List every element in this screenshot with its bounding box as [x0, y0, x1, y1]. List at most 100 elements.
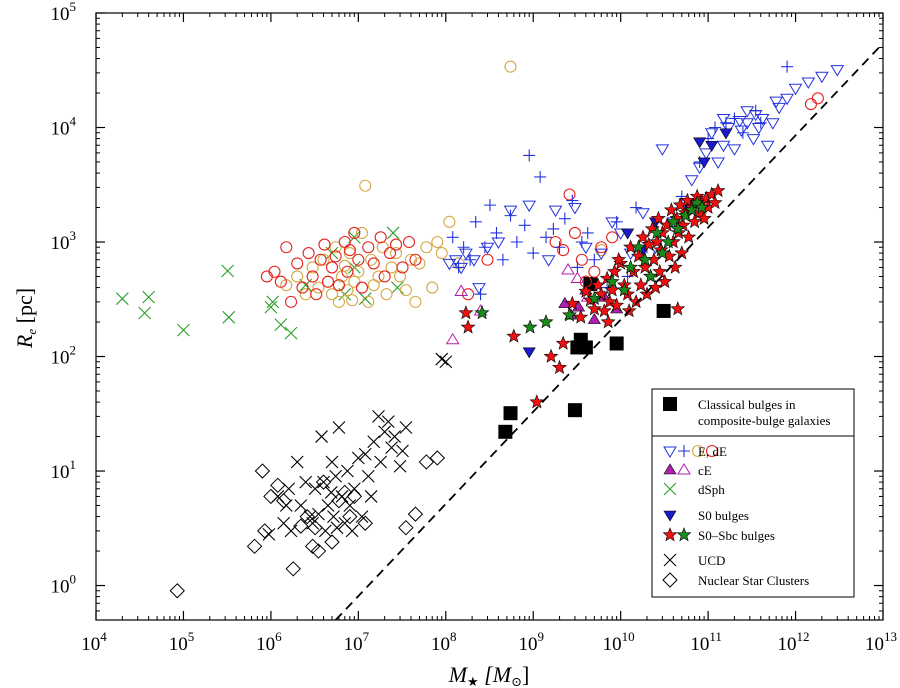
data-point-E_red — [274, 275, 287, 288]
reference-line — [334, 46, 880, 620]
legend-marker — [663, 510, 677, 522]
data-point-stars_red — [564, 295, 580, 310]
data-point-E_tri — [830, 65, 845, 77]
data-point-E_red — [575, 253, 588, 266]
data-point-dsph — [115, 292, 129, 306]
data-point-stars_green — [665, 213, 681, 229]
data-point-stars_red — [593, 286, 609, 301]
data-point-E_red — [325, 261, 339, 274]
data-point-ucd — [378, 425, 392, 439]
legend-marker — [663, 463, 677, 475]
data-point-ucd — [317, 475, 330, 489]
data-point-E_plus — [469, 215, 482, 228]
legend-marker — [676, 527, 692, 542]
data-point-E_plus — [630, 201, 643, 214]
legend-label: UCD — [698, 553, 725, 568]
data-point-nsc — [275, 493, 292, 509]
data-point-dsph — [138, 306, 152, 320]
data-point-E_tri — [613, 228, 628, 240]
data-point-E_plus — [581, 226, 594, 239]
data-point-dE_gold — [399, 284, 412, 297]
data-point-dE_gold — [332, 295, 345, 308]
data-point-nsc — [246, 538, 263, 555]
data-point-E_red — [409, 253, 422, 266]
data-point-E_red — [390, 238, 403, 251]
x-tick-label: 106 — [256, 629, 282, 655]
data-point-E_tri — [740, 106, 755, 118]
data-point-E_tri — [636, 208, 650, 220]
data-point-E_tri — [699, 148, 714, 160]
data-point-ucd — [327, 510, 340, 523]
data-point-stars_red — [586, 301, 602, 316]
data-point-ucd — [385, 441, 398, 455]
data-point-E_red — [268, 265, 281, 278]
data-point-E_red — [367, 257, 380, 270]
data-point-stars_green — [684, 202, 700, 217]
data-point-ucd — [325, 455, 339, 469]
data-point-E_tri — [727, 144, 742, 156]
data-point-E_red — [557, 244, 570, 257]
data-point-E_plus — [571, 261, 584, 274]
data-point-stars_green — [604, 273, 620, 289]
data-point-stars_red — [667, 259, 683, 274]
data-point-ucd — [294, 499, 308, 512]
data-point-dE_gold — [595, 244, 608, 257]
data-point-stars_red — [602, 294, 618, 309]
data-point-dE_gold — [291, 270, 304, 283]
data-point-E_tri — [503, 205, 518, 218]
data-point-E_red — [396, 261, 409, 274]
data-point-dsph — [386, 226, 400, 240]
data-point-E_tri — [740, 118, 755, 130]
data-point-E_tri — [568, 203, 582, 215]
data-point-E_plus — [566, 194, 579, 207]
data-point-stars_green — [643, 268, 659, 283]
data-point-dsph — [221, 264, 235, 278]
data-point-dE_gold — [394, 270, 407, 283]
data-point-ucd — [324, 486, 338, 499]
data-point-stars_green — [538, 314, 554, 329]
data-point-E_red — [462, 288, 475, 301]
data-point-ucd — [399, 421, 413, 434]
data-point-classical — [567, 403, 582, 418]
data-point-stars_red — [674, 245, 690, 260]
legend-box — [651, 388, 855, 598]
data-point-E_tri — [692, 162, 707, 175]
data-point-dE_gold — [435, 247, 448, 260]
data-point-ucd — [330, 521, 344, 535]
data-point-E_red — [355, 281, 369, 294]
data-point-dE_gold — [380, 288, 393, 301]
data-point-stars_red — [529, 394, 545, 409]
data-point-cE-open — [454, 284, 469, 296]
y-tick-label: 102 — [51, 343, 77, 369]
data-point-nsc — [285, 561, 301, 577]
data-point-ucd — [374, 455, 388, 469]
data-point-E_tri — [755, 113, 770, 126]
data-point-cE-filled — [587, 313, 601, 324]
data-point-E_red — [811, 92, 824, 105]
data-point-nsc — [254, 463, 271, 479]
data-point-stars_red — [628, 294, 644, 309]
legend-label: E, dE — [698, 444, 727, 459]
y-tick-label: 103 — [51, 228, 77, 254]
data-point-E_plus — [496, 253, 509, 266]
data-point-E_plus — [518, 219, 531, 232]
data-point-stars_red — [631, 248, 647, 263]
data-point-ucd — [435, 352, 449, 366]
data-point-stars_red — [670, 301, 686, 316]
data-point-nsc — [315, 474, 332, 490]
data-point-E_tri — [772, 102, 787, 115]
legend-marker — [705, 444, 719, 458]
data-point-E_tri — [459, 248, 473, 261]
legend-marker — [663, 482, 677, 496]
data-point-E_tri — [801, 77, 816, 89]
data-point-E_red — [383, 247, 397, 260]
data-point-s0_bulges — [621, 228, 635, 240]
legend-label-classical-2: composite-bulge galaxies — [698, 413, 831, 428]
data-point-E_plus — [523, 149, 536, 162]
data-point-E_tri — [716, 113, 731, 126]
data-point-cE-open — [570, 271, 585, 284]
data-point-E_tri — [751, 123, 766, 135]
data-point-ucd — [312, 507, 325, 521]
data-point-s0_bulges — [697, 157, 711, 169]
data-point-dE_gold — [355, 226, 369, 239]
